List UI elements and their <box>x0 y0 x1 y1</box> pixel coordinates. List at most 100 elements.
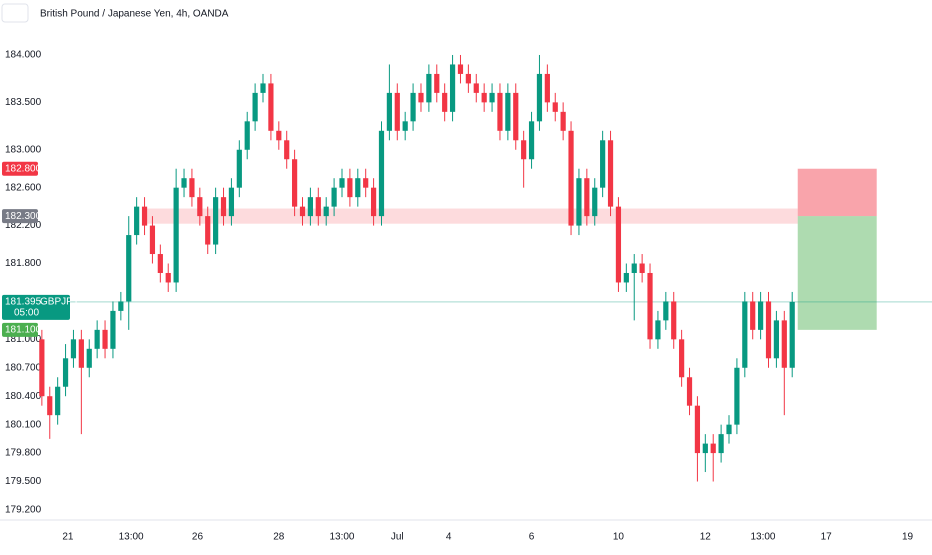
x-tick-label: 13:00 <box>329 532 354 543</box>
y-tick-label: 180.100 <box>5 419 42 430</box>
candle-body <box>378 130 385 217</box>
stop-tag-bg <box>2 161 38 176</box>
candle-body <box>260 83 266 93</box>
candle-body <box>55 386 61 416</box>
candle-body <box>457 64 464 74</box>
candle-body <box>765 301 772 359</box>
y-tick-label: 183.500 <box>5 97 42 108</box>
candle-body <box>284 140 290 160</box>
candle-body <box>544 73 550 103</box>
candle-body <box>679 339 685 378</box>
candle-body <box>220 197 227 217</box>
candle-body <box>592 187 598 217</box>
target-tag-bg <box>2 322 38 337</box>
candle-body <box>276 130 282 141</box>
x-tick-label: 21 <box>62 532 74 543</box>
candle-body <box>268 83 274 131</box>
candle-body <box>702 443 708 454</box>
candle-body <box>489 92 495 103</box>
candle-body <box>339 178 345 188</box>
candle-body <box>615 206 622 283</box>
candle-body <box>134 206 140 236</box>
candle-body <box>410 92 416 122</box>
candle-body <box>449 64 456 112</box>
candle-body <box>758 301 764 330</box>
candle-body <box>149 225 156 255</box>
candle-body <box>781 320 787 368</box>
x-tick-label: 28 <box>273 532 285 543</box>
candle-body <box>315 197 321 217</box>
candle-body <box>39 339 45 397</box>
candle-body <box>521 140 527 160</box>
x-tick-label: Jul <box>391 532 404 543</box>
y-tick-label: 179.500 <box>5 476 42 487</box>
x-tick-label: 12 <box>700 532 712 543</box>
candle-body <box>600 140 606 188</box>
candle-body <box>418 92 424 103</box>
candle-body <box>244 121 250 150</box>
candle-body <box>126 235 132 302</box>
chart-title: British Pound / Japanese Yen, 4h, OANDA <box>40 9 229 20</box>
stop-tag: 182.800 <box>5 163 42 174</box>
y-tick-label: 179.200 <box>5 505 42 516</box>
y-tick-label: 180.400 <box>5 391 42 402</box>
candle-body <box>386 92 392 131</box>
candle-body <box>189 178 195 198</box>
entry-tag-bg <box>2 209 38 224</box>
candle-body <box>205 216 211 245</box>
candle-body <box>536 73 543 122</box>
candle-body <box>686 377 693 406</box>
symbol-tag: GBPJPY <box>40 297 80 308</box>
target-zone <box>797 216 877 330</box>
candle-body <box>292 159 298 207</box>
candle-body <box>402 121 408 131</box>
candle-body <box>789 301 795 368</box>
candle-body <box>710 443 716 454</box>
candle-body <box>70 339 77 359</box>
x-tick-label: 19 <box>902 532 914 543</box>
candle-body <box>102 329 108 349</box>
candle-body <box>560 111 566 131</box>
candle-body <box>252 92 258 122</box>
candle-body <box>663 301 669 321</box>
candle-body <box>141 206 148 226</box>
candle-body <box>299 206 306 217</box>
candle-body <box>655 320 661 340</box>
last-price-tag: 181.395 <box>5 297 42 308</box>
candle-body <box>750 301 756 330</box>
candle-body <box>607 140 614 207</box>
candle-body <box>647 272 653 340</box>
candle-body <box>734 367 740 425</box>
candle-body <box>742 301 748 368</box>
candle-body <box>481 92 487 103</box>
x-tick-label: 13:00 <box>750 532 775 543</box>
candle-body <box>197 197 203 217</box>
candle-body <box>773 320 780 359</box>
candle-body <box>726 424 732 435</box>
candle-body <box>394 92 400 131</box>
target-tag: 181.100 <box>5 324 42 335</box>
candle-body <box>568 130 574 226</box>
candle-body <box>442 92 448 112</box>
candle-body <box>473 83 479 93</box>
countdown: 05:00 <box>14 308 39 319</box>
candle-body <box>671 301 677 340</box>
symbol-icon <box>1 3 29 23</box>
entry-tag: 182.300 <box>5 211 42 222</box>
candle-body <box>323 206 329 217</box>
candle-body <box>584 178 590 217</box>
candle-body <box>347 178 353 198</box>
candle-body <box>426 73 432 103</box>
candle-body <box>181 178 187 188</box>
candle-body <box>78 339 84 368</box>
candle-body <box>370 187 377 217</box>
candle-body <box>513 92 519 141</box>
candle-body <box>639 263 645 273</box>
candle-body <box>213 197 219 245</box>
candle-body <box>110 310 116 349</box>
zone <box>146 208 798 224</box>
candle-body <box>355 178 361 198</box>
x-tick-label: 10 <box>613 532 625 543</box>
x-tick-label: 13:00 <box>119 532 144 543</box>
candle-body <box>528 121 535 160</box>
